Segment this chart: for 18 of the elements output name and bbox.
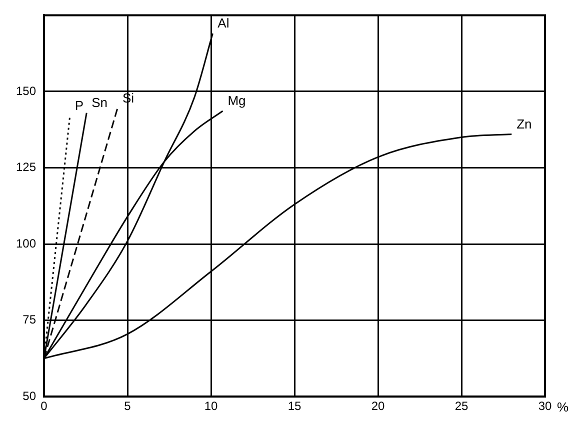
y-tick-label: 75 — [22, 312, 36, 327]
series-label: Mg — [228, 93, 246, 108]
y-tick-label: 50 — [22, 388, 36, 403]
series-label: Al — [218, 16, 230, 31]
y-tick-label: 100 — [16, 236, 36, 250]
series-label: P — [74, 98, 84, 113]
series-label: Zn — [516, 116, 532, 132]
x-tick-label: 10 — [204, 399, 218, 414]
x-axis-title: % — [557, 400, 569, 415]
x-tick-label: 20 — [371, 399, 385, 414]
y-tick-label: 125 — [16, 160, 36, 174]
series-label: Sn — [92, 94, 108, 110]
x-tick-label: 0 — [40, 399, 48, 414]
x-tick-label: 5 — [124, 399, 132, 414]
x-tick-label: 25 — [454, 399, 468, 414]
y-tick-label: 150 — [16, 84, 36, 98]
x-tick-label: 15 — [288, 399, 302, 414]
x-tick-label: 30 — [538, 399, 552, 414]
